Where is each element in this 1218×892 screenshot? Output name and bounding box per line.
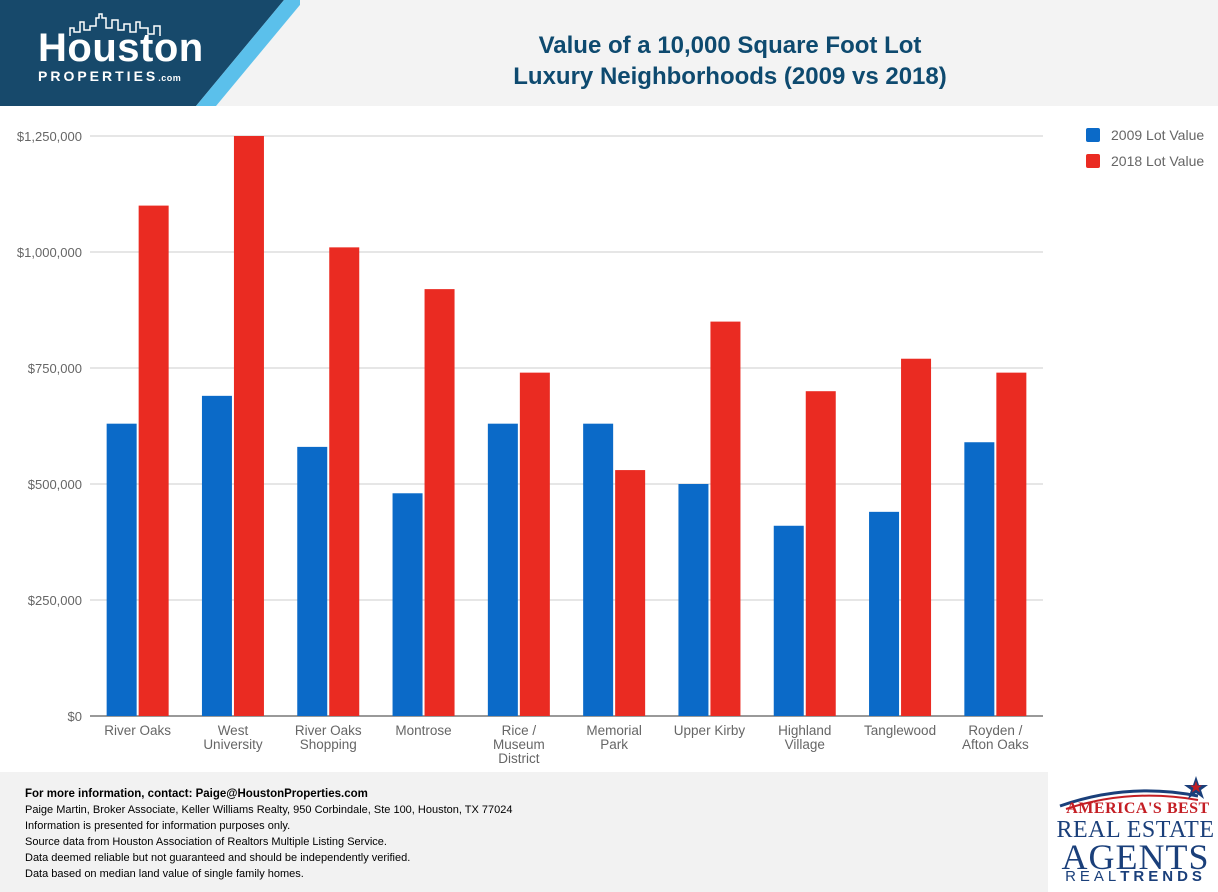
bar-2009: [583, 423, 614, 716]
bar-2009: [106, 423, 137, 716]
x-tick-label-line: Highland: [778, 723, 831, 738]
x-tick-label: Tanglewood: [864, 723, 936, 738]
brand-logo[interactable]: Houston PROPERTIES.com: [0, 0, 304, 106]
logo-sub-text: PROPERTIES.com: [38, 68, 181, 84]
x-tick-label: Upper Kirby: [674, 723, 746, 738]
legend-swatch-2018: [1086, 154, 1100, 168]
footer-text: For more information, contact: Paige@Hou…: [25, 786, 513, 882]
bar-2018: [710, 321, 741, 716]
bar-2009: [487, 423, 518, 716]
badge-line2: REAL ESTATE: [1056, 817, 1215, 843]
footer-line: Data based on median land value of singl…: [25, 868, 304, 880]
chart-title-line2: Luxury Neighborhoods (2009 vs 2018): [513, 63, 947, 90]
y-tick-label: $250,000: [28, 593, 82, 608]
bar-2018: [615, 470, 646, 716]
footer: For more information, contact: Paige@Hou…: [0, 772, 1218, 892]
logo-dotcom: .com: [158, 73, 182, 83]
badge-line4: REALTRENDS: [1053, 868, 1218, 885]
star-swoosh-icon: [1059, 776, 1208, 810]
bar-2018: [138, 205, 169, 716]
logo-main-text: Houston: [38, 26, 204, 70]
x-tick-label-line: District: [498, 751, 539, 766]
bar-2018: [233, 136, 264, 716]
bar-2018: [519, 372, 550, 716]
bar-2018: [805, 391, 836, 716]
footer-contact[interactable]: For more information, contact: Paige@Hou…: [25, 788, 368, 800]
skyline-icon: [69, 13, 161, 36]
legend-label-2009: 2009 Lot Value: [1111, 127, 1205, 143]
x-tick-label: River Oaks Shopping: [295, 723, 362, 752]
x-tick-label: Highland Village: [778, 723, 831, 752]
y-tick-label: $1,000,000: [17, 245, 82, 260]
x-tick-label: Memorial Park: [586, 723, 642, 752]
x-tick-label-line: Royden /: [968, 723, 1022, 738]
bar-2018: [329, 247, 360, 717]
x-tick-label-line: Rice /: [502, 723, 537, 738]
x-tick-label: Montrose: [395, 723, 451, 738]
badge-line3: AGENTS: [1061, 837, 1210, 877]
x-tick-label-line: University: [203, 737, 263, 752]
footer-line: Paige Martin, Broker Associate, Keller W…: [25, 804, 513, 816]
x-tick-label-line: Montrose: [395, 723, 451, 738]
x-tick-label-line: Afton Oaks: [962, 737, 1029, 752]
realtrends-badge: AMERICA'S BEST REAL ESTATE AGENTS REALTR…: [1048, 772, 1218, 892]
badge-real: REAL: [1065, 868, 1121, 885]
bar-2018: [901, 358, 932, 716]
header: Houston PROPERTIES.com Value of a 10,000…: [0, 0, 1218, 106]
footer-line: Source data from Houston Association of …: [25, 836, 387, 848]
x-tick-label-line: Shopping: [300, 737, 357, 752]
x-tick-label: Rice / Museum District: [493, 723, 545, 766]
x-tick-label: West University: [203, 723, 263, 752]
bar-chart: $0 $250,000 $500,000 $750,000 $1,000,000 $1,2…: [17, 129, 1043, 766]
bar-2009: [201, 395, 232, 716]
logo-background: [0, 0, 304, 106]
bar-2009: [869, 511, 900, 716]
x-tick-label-line: Tanglewood: [864, 723, 936, 738]
y-tick-label: $500,000: [28, 477, 82, 492]
x-tick-label-line: Village: [785, 737, 825, 752]
x-tick-label-line: Park: [600, 737, 628, 752]
bar-2018: [996, 372, 1027, 716]
bar-2009: [678, 484, 709, 716]
badge-line1: AMERICA'S BEST: [1066, 800, 1210, 817]
legend-label-2018: 2018 Lot Value: [1111, 153, 1205, 169]
bar-2009: [392, 493, 423, 716]
x-tick-label: River Oaks: [104, 723, 171, 738]
x-tick-label-line: Memorial: [586, 723, 642, 738]
bar-2009: [297, 446, 328, 716]
footer-line: Data deemed reliable but not guaranteed …: [25, 852, 411, 864]
footer-line: Information is presented for information…: [25, 820, 291, 832]
x-tick-label: Royden / Afton Oaks: [962, 723, 1029, 752]
x-tick-label-line: River Oaks: [104, 723, 171, 738]
legend-swatch-2009: [1086, 128, 1100, 142]
x-tick-label-line: Museum: [493, 737, 545, 752]
bar-2018: [424, 289, 455, 716]
logo-sub-word: PROPERTIES: [38, 68, 159, 84]
chart-title-line1: Value of a 10,000 Square Foot Lot: [538, 32, 922, 59]
bar-2009: [964, 442, 995, 716]
y-tick-label: $750,000: [28, 361, 82, 376]
bar-2009: [773, 525, 804, 716]
x-tick-label-line: Upper Kirby: [674, 723, 746, 738]
x-tick-label-line: West: [218, 723, 249, 738]
x-tick-label-line: River Oaks: [295, 723, 362, 738]
y-tick-label: $1,250,000: [17, 129, 82, 144]
y-tick-label: $0: [68, 709, 82, 724]
badge-trends: TRENDS: [1120, 868, 1206, 885]
